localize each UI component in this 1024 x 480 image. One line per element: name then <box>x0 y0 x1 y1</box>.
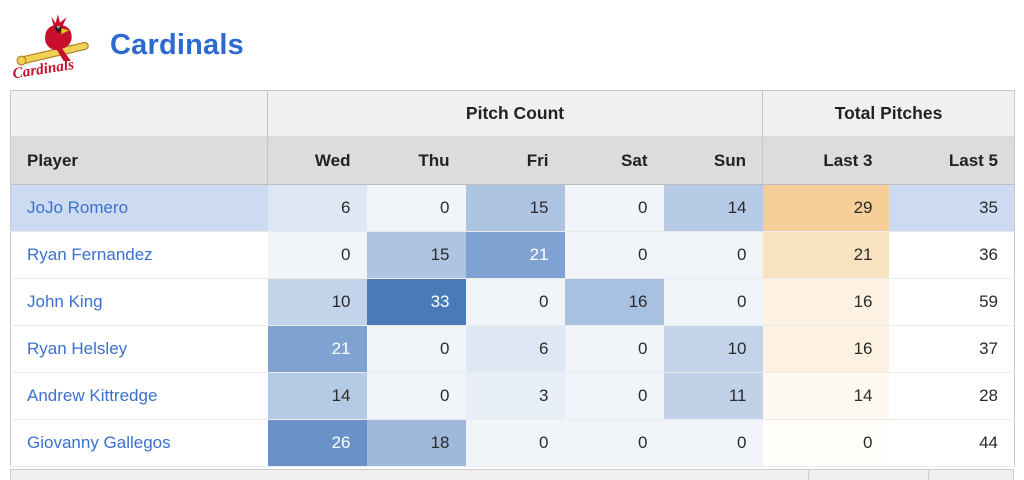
last5-cell: 28 <box>888 372 1015 420</box>
pitch-cell: 15 <box>465 184 565 232</box>
player-link[interactable]: John King <box>27 292 103 311</box>
last5-cell: 35 <box>888 184 1015 232</box>
player-cell: Ryan Fernandez <box>10 231 268 279</box>
player-cell: Ryan Helsley <box>10 325 268 373</box>
table-row: Giovanny Gallegos 26 18 0 0 0 0 44 <box>10 419 1015 467</box>
table-row: John King 10 33 0 16 0 16 59 <box>10 278 1015 326</box>
pitch-cell: 0 <box>663 278 763 326</box>
pitch-cell: 0 <box>366 372 466 420</box>
column-header-sat: Sat <box>564 136 664 185</box>
last3-cell: 16 <box>762 325 889 373</box>
column-header-sun: Sun <box>663 136 763 185</box>
pitch-cell: 0 <box>663 231 763 279</box>
last5-cell: 44 <box>888 419 1015 467</box>
player-link[interactable]: Ryan Helsley <box>27 339 128 358</box>
pitch-cell: 14 <box>267 372 367 420</box>
pitch-cell: 0 <box>366 184 466 232</box>
last3-cell: 29 <box>762 184 889 232</box>
cardinals-logo-icon: Cardinals <box>12 14 89 82</box>
table-row: Ryan Helsley 21 0 6 0 10 16 37 <box>10 325 1015 373</box>
pitch-cell: 0 <box>465 278 565 326</box>
pitch-cell: 0 <box>564 325 664 373</box>
player-link[interactable]: JoJo Romero <box>27 198 129 217</box>
pitch-cell: 0 <box>465 419 565 467</box>
column-header-fri: Fri <box>465 136 565 185</box>
pitch-cell: 26 <box>267 419 367 467</box>
column-header-wed: Wed <box>267 136 367 185</box>
pitch-cell: 0 <box>564 372 664 420</box>
pitch-cell: 6 <box>267 184 367 232</box>
table-row: Andrew Kittredge 14 0 3 0 11 14 28 <box>10 372 1015 420</box>
last3-cell: 0 <box>762 419 889 467</box>
pitch-count-group-header: Pitch Count <box>266 90 763 137</box>
pitch-cell: 21 <box>465 231 565 279</box>
pitch-cell: 3 <box>465 372 565 420</box>
pitch-cell: 14 <box>663 184 763 232</box>
pitch-cell: 21 <box>267 325 367 373</box>
column-header-last3: Last 3 <box>762 136 889 185</box>
pitch-cell: 18 <box>366 419 466 467</box>
last5-cell: 59 <box>888 278 1015 326</box>
pitch-cell: 6 <box>465 325 565 373</box>
last5-cell: 37 <box>888 325 1015 373</box>
total-pitches-group-header: Total Pitches <box>762 90 1015 137</box>
last3-cell: 16 <box>762 278 889 326</box>
page-title: Cardinals <box>110 28 244 61</box>
column-divider <box>808 470 809 480</box>
column-header-player: Player <box>10 136 268 185</box>
player-link[interactable]: Ryan Fernandez <box>27 245 153 264</box>
last3-cell: 14 <box>762 372 889 420</box>
group-header-row: Pitch Count Total Pitches <box>10 90 1015 137</box>
player-cell: Giovanny Gallegos <box>10 419 268 467</box>
pitch-cell: 0 <box>564 231 664 279</box>
pitch-count-table: Pitch Count Total Pitches Player Wed Thu… <box>10 90 1016 467</box>
table-row: Ryan Fernandez 0 15 21 0 0 21 36 <box>10 231 1015 279</box>
player-link[interactable]: Andrew Kittredge <box>27 386 158 405</box>
pitch-cell: 0 <box>663 419 763 467</box>
next-table-partial <box>10 469 1014 480</box>
pitch-cell: 10 <box>663 325 763 373</box>
team-header: Cardinals Cardinals <box>0 0 1024 90</box>
pitch-cell: 33 <box>366 278 466 326</box>
table-row: JoJo Romero 6 0 15 0 14 29 35 <box>10 184 1015 232</box>
last5-cell: 36 <box>888 231 1015 279</box>
column-header-last5: Last 5 <box>888 136 1015 185</box>
pitch-cell: 0 <box>267 231 367 279</box>
player-cell: JoJo Romero <box>10 184 268 232</box>
pitch-cell: 11 <box>663 372 763 420</box>
pitch-cell: 0 <box>564 419 664 467</box>
corner-header-cell <box>10 90 268 137</box>
pitch-cell: 0 <box>366 325 466 373</box>
column-header-row: Player Wed Thu Fri Sat Sun Last 3 Last 5 <box>10 136 1015 185</box>
player-link[interactable]: Giovanny Gallegos <box>27 433 171 452</box>
pitch-cell: 16 <box>564 278 664 326</box>
player-cell: John King <box>10 278 268 326</box>
column-divider <box>928 470 929 480</box>
player-cell: Andrew Kittredge <box>10 372 268 420</box>
pitch-cell: 15 <box>366 231 466 279</box>
pitch-cell: 10 <box>267 278 367 326</box>
pitch-cell: 0 <box>564 184 664 232</box>
column-header-thu: Thu <box>366 136 466 185</box>
last3-cell: 21 <box>762 231 889 279</box>
